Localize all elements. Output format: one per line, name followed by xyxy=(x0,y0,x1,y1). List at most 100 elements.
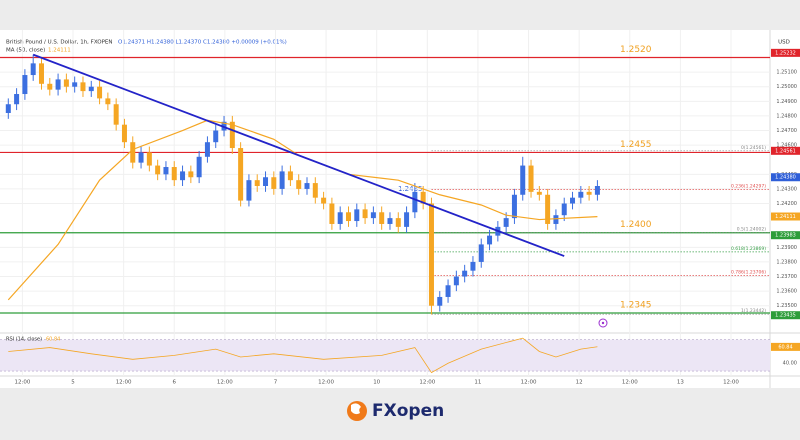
level-label: 1.2400 xyxy=(620,220,652,230)
price-tag-label: 1.24111 xyxy=(775,214,796,220)
y-tick-label: 1.24800 xyxy=(776,113,797,119)
candle-body xyxy=(312,183,318,198)
level-label: 1.2455 xyxy=(620,140,652,150)
y-tick-label: 1.23700 xyxy=(776,274,797,280)
rsi-last-label: 60.84 xyxy=(778,344,792,350)
candle-body xyxy=(254,180,260,186)
candle-body xyxy=(130,142,136,163)
moving-average-line xyxy=(7,119,598,301)
fib-label: 0.786(1.23706) xyxy=(731,270,766,276)
x-tick-label: 12:00 xyxy=(14,380,30,386)
fib-label: 0(1.24561) xyxy=(741,145,766,151)
candle-body xyxy=(345,212,351,222)
price-tag-label: 1.24561 xyxy=(775,148,796,154)
candle-body xyxy=(238,148,244,201)
candle-body xyxy=(304,183,310,189)
candle-body xyxy=(180,171,186,181)
candle-body xyxy=(171,167,177,181)
candle-body xyxy=(38,63,44,84)
x-tick-label: 10 xyxy=(373,380,380,386)
level-label: 1.2520 xyxy=(620,45,652,55)
ma-last: 1.24111 xyxy=(48,48,71,54)
candle-body xyxy=(204,142,210,157)
y-tick-label: 1.23500 xyxy=(776,303,797,309)
x-tick-label: 12 xyxy=(576,380,583,386)
x-tick-label: 12:00 xyxy=(723,380,739,386)
candle-body xyxy=(263,177,269,186)
price-tag xyxy=(771,231,800,240)
x-tick-label: 13 xyxy=(677,380,684,386)
candle-body xyxy=(63,79,69,87)
candle-body xyxy=(561,203,567,216)
brand-name: FXopen xyxy=(372,401,444,421)
fib-label: 0.236(1.24297) xyxy=(731,183,766,189)
price-tag-label: 1.25232 xyxy=(775,50,796,56)
candle-body xyxy=(72,82,78,87)
candle-body xyxy=(487,235,493,245)
candle-body xyxy=(420,191,426,204)
rsi-line xyxy=(8,337,598,374)
candle-body xyxy=(22,75,28,95)
x-tick-label: 11 xyxy=(474,380,481,386)
candle-body xyxy=(362,209,368,219)
candle-body xyxy=(520,165,526,195)
candle-body xyxy=(578,191,584,198)
candle-body xyxy=(155,165,161,175)
candle-body xyxy=(105,98,111,105)
candle-body xyxy=(229,121,235,149)
level-label: 1.2345 xyxy=(620,301,652,311)
candle-body xyxy=(279,171,285,189)
candle-body xyxy=(437,296,443,306)
candle-body xyxy=(478,244,484,262)
chart-panel xyxy=(0,30,800,388)
candle-body xyxy=(387,218,393,224)
price-tag-label: 1.24380 xyxy=(775,175,796,181)
price-tag xyxy=(771,173,800,182)
candle-body xyxy=(511,194,517,219)
candle-body xyxy=(321,197,327,204)
brand-logo: FXopen xyxy=(347,401,444,421)
candle-body xyxy=(14,94,20,105)
candle-body xyxy=(503,218,509,227)
y-tick-label: 1.24700 xyxy=(776,128,797,134)
x-tick-label: 12:00 xyxy=(521,380,537,386)
candle-body xyxy=(47,83,53,90)
x-tick-label: 12:00 xyxy=(419,380,435,386)
candle-body xyxy=(271,177,277,189)
fib-label: 1(1.23442) xyxy=(741,308,766,314)
trend-line xyxy=(32,53,565,257)
fib-label: 0.618(1.23869) xyxy=(731,246,766,252)
currency-label: USD xyxy=(778,40,790,46)
x-tick-label: 12:00 xyxy=(318,380,334,386)
y-tick-label: 1.24900 xyxy=(776,99,797,105)
y-tick-label: 1.23800 xyxy=(776,259,797,265)
y-tick-label: 1.23900 xyxy=(776,245,797,251)
price-tag-label: 1.23435 xyxy=(775,313,796,319)
candle-body xyxy=(545,194,551,224)
candle-body xyxy=(196,156,202,178)
candle-body xyxy=(188,171,194,178)
candle-body xyxy=(246,180,252,201)
candle-body xyxy=(5,104,11,113)
candle-body xyxy=(395,218,401,227)
rsi-band xyxy=(0,339,770,372)
rsi-last-tag xyxy=(771,342,800,351)
rsi-tick-label: 40.00 xyxy=(783,361,797,367)
candle-body xyxy=(121,124,127,143)
candle-body xyxy=(296,180,302,189)
candle-body xyxy=(453,276,459,286)
event-icon[interactable] xyxy=(598,318,608,328)
candle-body xyxy=(370,212,376,219)
ma-label: MA (50, close) xyxy=(6,48,45,54)
y-tick-label: 1.25000 xyxy=(776,84,797,90)
candle-body xyxy=(329,203,335,224)
candle-body xyxy=(586,191,592,195)
y-tick-label: 1.24200 xyxy=(776,201,797,207)
y-tick-label: 1.24600 xyxy=(776,143,797,149)
candle-body xyxy=(163,167,169,175)
candle-body xyxy=(445,285,451,297)
candle-body xyxy=(97,86,103,99)
price-tag xyxy=(771,48,800,57)
candle-body xyxy=(337,212,343,224)
x-tick-label: 12:00 xyxy=(116,380,132,386)
